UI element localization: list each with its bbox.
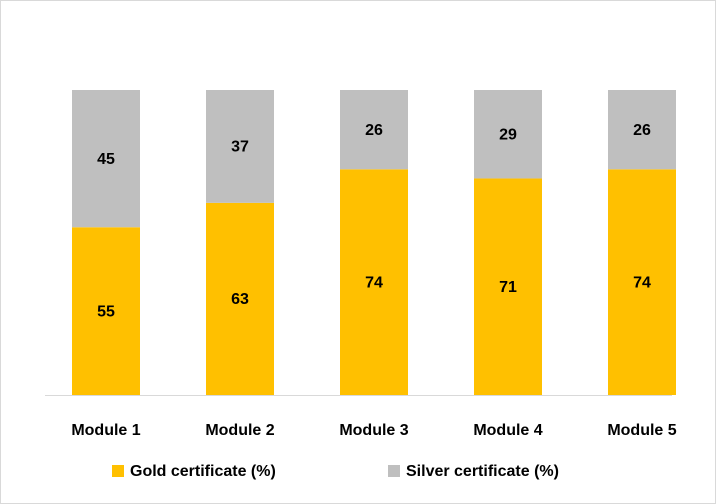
data-label: 71 (499, 279, 517, 296)
bar-segment (340, 169, 408, 395)
data-label: 37 (231, 139, 249, 156)
legend-label: Silver certificate (%) (406, 463, 559, 480)
bar-segment (206, 202, 274, 395)
bar-segment (474, 178, 542, 395)
x-tick-label: Module 2 (205, 422, 274, 439)
data-label: 29 (499, 126, 517, 143)
legend-swatch (388, 465, 400, 477)
legend-swatch (112, 465, 124, 477)
x-tick-label: Module 4 (473, 422, 542, 439)
data-label: 45 (97, 151, 115, 168)
data-label: 26 (365, 122, 383, 139)
bar-segment (72, 227, 140, 395)
data-label: 74 (365, 274, 383, 291)
data-label: 63 (231, 291, 249, 308)
bar-segment (608, 90, 676, 170)
x-tick-label: Module 5 (607, 422, 676, 439)
bar-segment (474, 90, 542, 179)
bar-segment (72, 90, 140, 228)
legend-label: Gold certificate (%) (130, 463, 276, 480)
x-tick-label: Module 1 (71, 422, 140, 439)
bar-segment (608, 169, 676, 395)
bar-segment (340, 90, 408, 170)
x-tick-label: Module 3 (339, 422, 408, 439)
data-label: 55 (97, 303, 115, 320)
bar-segment (206, 90, 274, 203)
data-label: 74 (633, 274, 651, 291)
data-label: 26 (633, 122, 651, 139)
